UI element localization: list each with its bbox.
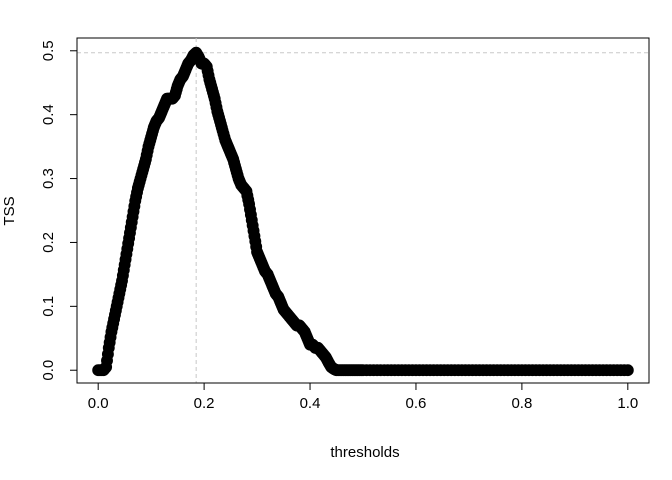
data-points xyxy=(92,46,634,377)
x-axis: 0.0 0.2 0.4 0.6 0.8 1.0 xyxy=(88,382,638,412)
y-tick-label: 0.3 xyxy=(40,168,57,189)
x-tick-label: 0.4 xyxy=(300,395,321,412)
y-axis: 0.0 0.1 0.2 0.3 0.4 0.5 xyxy=(40,40,78,381)
x-tick-label: 0.8 xyxy=(511,395,532,412)
x-tick-label: 1.0 xyxy=(617,395,638,412)
plot-frame xyxy=(76,37,650,384)
y-tick-label: 0.2 xyxy=(40,232,57,253)
reference-lines xyxy=(77,38,649,383)
y-tick-label: 0.5 xyxy=(40,40,57,61)
x-tick-label: 0.2 xyxy=(194,395,215,412)
y-axis-title: TSS xyxy=(1,196,18,225)
y-tick-label: 0.1 xyxy=(40,296,57,317)
x-tick-label: 0.0 xyxy=(88,395,109,412)
x-axis-title: thresholds xyxy=(330,444,399,461)
data-point xyxy=(621,364,634,377)
y-tick-label: 0.0 xyxy=(40,360,57,381)
y-tick-label: 0.4 xyxy=(40,104,57,125)
x-tick-label: 0.6 xyxy=(406,395,427,412)
